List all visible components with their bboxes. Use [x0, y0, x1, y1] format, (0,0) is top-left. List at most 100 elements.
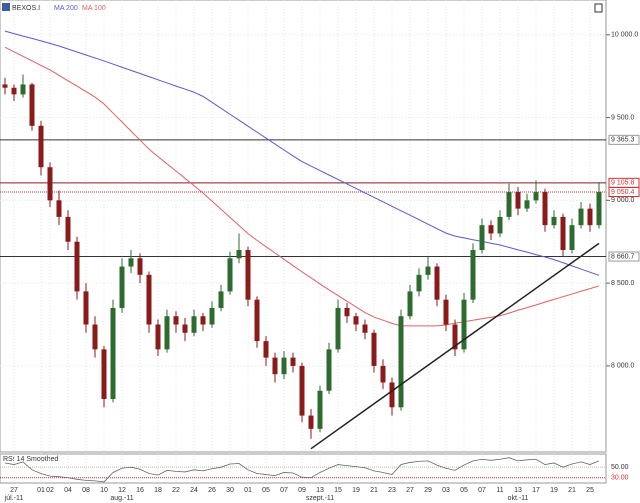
y-tick-label: 8 500.0: [611, 280, 634, 287]
candle-body: [497, 216, 503, 234]
candle-body: [272, 357, 278, 375]
x-tick-label: 13: [316, 487, 324, 494]
y-tick-label: 9 500.0: [611, 114, 634, 121]
candle-body: [182, 324, 188, 333]
candle-body: [281, 357, 287, 375]
instrument-icon: [2, 3, 10, 11]
y-tick-label: 8 000.0: [611, 363, 634, 370]
level-box: [608, 251, 640, 262]
candle-body: [362, 324, 368, 333]
x-tick-label: 15: [334, 487, 342, 494]
rsi-tick-label: 30.00: [611, 475, 629, 482]
candle-body: [173, 316, 179, 325]
x-tick-label: 29: [424, 487, 432, 494]
level-box: [608, 134, 640, 145]
candle-body: [452, 324, 458, 350]
candle-body: [218, 291, 224, 308]
month-label: aug.-11: [110, 495, 133, 502]
candle-body: [416, 274, 422, 292]
x-tick-label: 21: [568, 487, 576, 494]
month-label: júl.-11: [4, 495, 24, 502]
rsi-line: [4, 457, 600, 483]
candle-body: [479, 225, 485, 251]
candle-body: [353, 316, 359, 325]
ma-line: [4, 30, 600, 276]
candle-body: [551, 216, 557, 226]
candle-body: [407, 291, 413, 317]
candle-body: [461, 299, 467, 350]
x-tick-label: 19: [352, 487, 360, 494]
candle-body: [317, 390, 323, 429]
candle-body: [335, 307, 341, 350]
candle-body: [11, 87, 17, 95]
x-tick-label: 24: [190, 487, 198, 494]
x-tick-label: 08: [82, 487, 90, 494]
x-tick-label: 26: [208, 487, 216, 494]
candle-body: [299, 365, 305, 416]
candle-body: [443, 299, 449, 325]
candle-body: [533, 192, 539, 201]
candle-body: [263, 341, 269, 358]
candle-body: [209, 307, 215, 325]
candle-body: [146, 274, 152, 325]
level-label: 9 105.8: [611, 180, 634, 187]
x-tick-label: 02: [46, 487, 54, 494]
level-label: 8 660.7: [611, 253, 634, 260]
x-tick-label: 25: [586, 487, 594, 494]
legend-ma100: MA 100: [82, 5, 106, 12]
candle-body: [308, 415, 314, 429]
candle-body: [506, 192, 512, 217]
x-tick-label: 05: [460, 487, 468, 494]
x-tick-label: 04: [64, 487, 72, 494]
candle-body: [254, 299, 260, 342]
month-label: okt.-11: [508, 495, 529, 502]
candle-body: [29, 84, 35, 126]
candle-body: [200, 316, 206, 325]
candle-body: [434, 266, 440, 300]
candle-body: [110, 307, 116, 400]
candle-body: [137, 258, 143, 275]
x-tick-label: 12: [118, 487, 126, 494]
candle-body: [425, 266, 431, 275]
last-price-box: [608, 186, 640, 197]
candle-body: [2, 84, 8, 88]
candle-body: [398, 316, 404, 408]
x-tick-label: 22: [172, 487, 180, 494]
candle-body: [92, 324, 98, 350]
month-label: szept.-11: [306, 495, 334, 502]
candle-body: [326, 349, 332, 391]
x-tick-label: 17: [532, 487, 540, 494]
trendline: [310, 242, 600, 450]
rsi-label: RSI 14 Smoothed: [3, 456, 58, 463]
candle-body: [389, 382, 395, 408]
candle-body: [578, 208, 584, 226]
candle-body: [587, 208, 593, 226]
x-tick-label: 30: [226, 487, 234, 494]
candle-body: [515, 192, 521, 209]
candle-body: [101, 349, 107, 400]
candle-body: [371, 332, 377, 366]
candle-body: [119, 266, 125, 308]
last-price-label: 9 050.4: [611, 189, 634, 196]
candle-body: [65, 216, 71, 242]
x-tick-label: 16: [136, 487, 144, 494]
x-tick-label: 09: [298, 487, 306, 494]
candle-body: [380, 365, 386, 383]
x-tick-label: 21: [370, 487, 378, 494]
candle-body: [56, 200, 62, 217]
candle-body: [227, 258, 233, 292]
candle-body: [470, 250, 476, 300]
candle-body: [47, 167, 53, 201]
x-tick-label: 07: [478, 487, 486, 494]
y-tick-label: 9 000.0: [611, 197, 634, 204]
panel-button[interactable]: [594, 3, 603, 13]
rsi-panel: [0, 453, 607, 484]
candle-body: [524, 200, 530, 209]
x-tick-label: 05: [262, 487, 270, 494]
x-tick-label: 13: [514, 487, 522, 494]
candle-body: [128, 258, 134, 267]
x-tick-label: 03: [442, 487, 450, 494]
candle-body: [488, 225, 494, 234]
candle-body: [560, 216, 566, 251]
